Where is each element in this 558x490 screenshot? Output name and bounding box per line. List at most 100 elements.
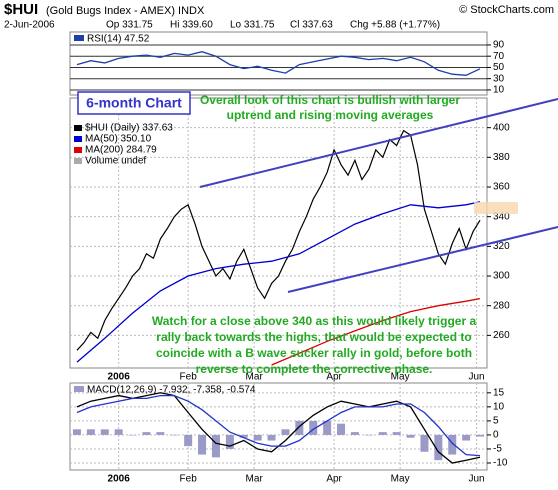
histogram-bar <box>225 434 234 449</box>
histogram-bar <box>434 434 443 461</box>
x-tick-label: 2006 <box>108 372 131 383</box>
histogram-bar <box>337 423 346 435</box>
y-tick-label: 340 <box>493 211 510 222</box>
histogram-bar <box>267 434 276 441</box>
y-tick-label: 30 <box>493 73 505 84</box>
y-tick-label: 260 <box>493 330 510 341</box>
histogram-bar <box>448 434 457 455</box>
panel <box>69 382 488 471</box>
legend-icon <box>74 125 82 131</box>
x-tick-label: Jun <box>469 372 485 383</box>
title-icon <box>74 386 84 392</box>
histogram-bar <box>142 432 151 435</box>
histogram-bar <box>156 432 165 435</box>
y-tick-label: 320 <box>493 241 510 252</box>
histogram-bar <box>406 434 415 438</box>
legend-icon <box>74 147 82 153</box>
legend-label: $HUI (Daily) 337.63 <box>85 123 173 134</box>
x-tick-label: Feb <box>180 372 198 383</box>
y-tick-label: 70 <box>493 51 505 62</box>
title-icon <box>74 35 84 41</box>
y-tick-label: 10 <box>493 401 505 412</box>
histogram-bar <box>281 429 290 435</box>
y-tick-label: 15 <box>493 387 505 398</box>
y-tick-label: 360 <box>493 182 510 193</box>
y-tick-label: 300 <box>493 271 510 282</box>
y-tick-label: 5 <box>493 416 499 427</box>
x-tick-label: Apr <box>326 474 342 485</box>
panel-title: RSI(14) 47.52 <box>87 34 150 45</box>
series-line <box>76 51 481 76</box>
x-tick-label: Jun <box>469 474 485 485</box>
histogram-bar <box>198 434 207 455</box>
x-tick-label: Apr <box>326 372 342 383</box>
panel-title: MACD(12,26,9) -7.932, -7.358, -0.574 <box>87 385 256 396</box>
histogram-bar <box>253 434 262 441</box>
histogram-bar <box>420 434 429 452</box>
histogram-bar <box>100 429 109 435</box>
histogram-bar <box>239 434 248 438</box>
annotation-box-text: 6-month Chart <box>86 95 182 111</box>
x-tick-label: May <box>391 372 410 383</box>
change: Chg +5.88 (+1.77%) <box>350 20 440 31</box>
y-tick-label: 0 <box>493 430 499 441</box>
y-tick-label: 280 <box>493 300 510 311</box>
x-tick-label: Mar <box>246 372 264 383</box>
histogram-bar <box>350 432 359 435</box>
date: 2-Jun-2006 <box>4 20 55 31</box>
histogram-bar <box>462 434 471 441</box>
x-tick-label: May <box>391 474 410 485</box>
panel <box>69 31 488 96</box>
panel <box>69 97 488 369</box>
histogram-bar <box>128 434 137 436</box>
histogram-bar <box>184 434 193 447</box>
series-line <box>76 394 481 457</box>
histogram-bar <box>170 434 179 436</box>
x-tick-label: 2006 <box>108 474 131 485</box>
y-tick-label: 10 <box>493 85 505 96</box>
histogram-bar <box>476 434 485 437</box>
histogram-bar <box>378 432 387 435</box>
legend-icon <box>74 158 82 164</box>
series-line <box>76 129 481 351</box>
y-tick-label: 90 <box>493 40 505 51</box>
y-tick-label: 50 <box>493 62 505 73</box>
annotation-top: uptrend and rising moving averages <box>227 108 434 122</box>
annotation-bottom: coincide with a B wave sucker rally in g… <box>156 346 472 360</box>
series-line <box>271 297 481 366</box>
histogram-bar <box>114 429 123 435</box>
legend-label: MA(200) 284.79 <box>85 145 157 156</box>
lower-trendline <box>287 226 558 293</box>
histogram-bar <box>309 420 318 435</box>
histogram-bar <box>72 429 81 435</box>
histogram-bar <box>364 434 373 436</box>
annotation-bottom: Watch for a close above 340 as this woul… <box>152 314 477 328</box>
symbol: $HUI <box>4 1 38 18</box>
histogram-bar <box>86 429 95 435</box>
y-tick-label: -5 <box>493 444 502 455</box>
y-tick-label: 400 <box>493 122 510 133</box>
annotation-top: Overall look of this chart is bullish wi… <box>200 93 460 107</box>
x-tick-label: Mar <box>246 474 264 485</box>
histogram-bar <box>323 420 332 435</box>
upper-trendline <box>199 98 558 188</box>
close: Cl 337.63 <box>290 20 333 31</box>
y-tick-label: 380 <box>493 152 510 163</box>
histogram-bar <box>211 434 220 458</box>
index-name: (Gold Bugs Index - AMEX) INDX <box>46 5 205 17</box>
open: Op 331.75 <box>106 20 153 31</box>
price-marker <box>474 202 518 214</box>
annotation-bottom: reverse to complete the corrective phase… <box>196 362 433 376</box>
legend-label: MA(50) 350.10 <box>85 134 152 145</box>
source: © StockCharts.com <box>459 4 554 16</box>
low: Lo 331.75 <box>230 20 275 31</box>
high: Hi 339.60 <box>170 20 213 31</box>
legend-label: Volume undef <box>85 156 146 167</box>
series-line <box>76 201 481 363</box>
histogram-bar <box>392 432 401 435</box>
legend-icon <box>74 136 82 142</box>
x-tick-label: Feb <box>180 474 198 485</box>
annotation-bottom: rally back towards the highs, that would… <box>156 330 471 344</box>
